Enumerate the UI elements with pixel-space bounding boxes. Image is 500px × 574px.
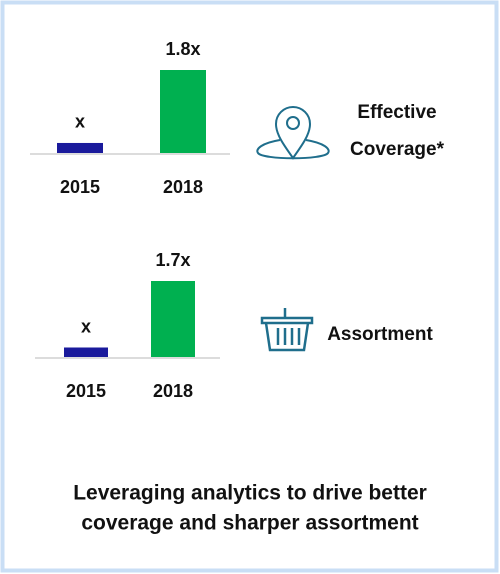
metric-label: Coverage* xyxy=(350,139,445,160)
bar xyxy=(160,70,206,153)
metric-label: Effective xyxy=(357,102,436,123)
x-tick-label: 2018 xyxy=(163,177,203,197)
metric-label: Assortment xyxy=(327,324,433,345)
caption: Leveraging analytics to drive better xyxy=(73,482,427,505)
value-label: 1.8x xyxy=(165,39,200,59)
bar xyxy=(151,281,195,357)
basket-icon xyxy=(260,308,314,352)
caption: coverage and sharper assortment xyxy=(81,512,418,535)
location-icon xyxy=(256,106,330,160)
value-label: x xyxy=(75,112,85,132)
x-tick-label: 2015 xyxy=(66,381,106,401)
x-tick-label: 2015 xyxy=(60,177,100,197)
bar xyxy=(64,347,108,357)
value-label: 1.7x xyxy=(155,250,190,270)
x-tick-label: 2018 xyxy=(153,381,193,401)
value-label: x xyxy=(81,316,91,336)
bar xyxy=(57,142,103,153)
